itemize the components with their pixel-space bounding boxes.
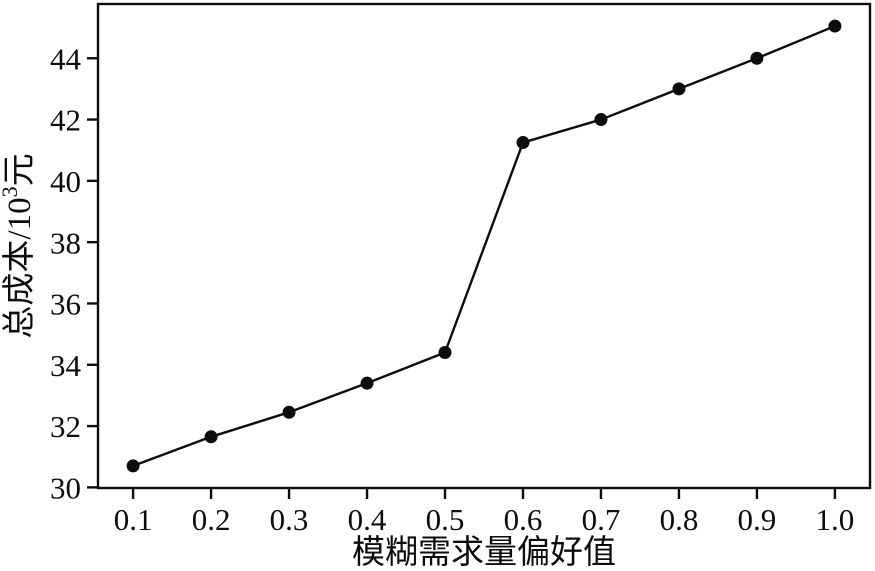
data-point-marker bbox=[438, 346, 452, 360]
data-series-layer bbox=[126, 19, 842, 473]
y-tick-label: 38 bbox=[50, 225, 81, 260]
y-tick-label: 36 bbox=[50, 287, 81, 322]
series-line bbox=[132, 24, 836, 468]
data-point-marker bbox=[360, 376, 374, 390]
axis-labels-layer: 模糊需求量偏好值 总成本/103元 bbox=[0, 153, 616, 571]
y-axis-label-part: 元 bbox=[2, 153, 38, 186]
x-axis-label: 模糊需求量偏好值 bbox=[352, 534, 616, 571]
y-axis-label: 总成本/103元 bbox=[0, 153, 38, 338]
data-point-marker bbox=[204, 430, 218, 444]
x-tick-label: 0.5 bbox=[426, 502, 465, 537]
x-tick-label: 0.8 bbox=[660, 502, 699, 537]
y-tick-label: 44 bbox=[50, 41, 82, 76]
data-point-marker bbox=[594, 113, 608, 127]
x-tick-label: 0.4 bbox=[348, 502, 387, 537]
data-point-marker bbox=[126, 459, 140, 473]
y-tick-label: 42 bbox=[50, 103, 81, 138]
x-tick-label: 0.3 bbox=[270, 502, 309, 537]
y-tick-label: 34 bbox=[50, 348, 82, 383]
data-point-marker bbox=[516, 136, 530, 150]
x-tick-label: 0.7 bbox=[582, 502, 621, 537]
plot-border bbox=[96, 2, 872, 490]
data-point-marker bbox=[282, 405, 296, 419]
y-tick-label: 40 bbox=[50, 164, 81, 199]
x-tick-label: 1.0 bbox=[816, 502, 855, 537]
y-axis-label-part: 3 bbox=[0, 186, 22, 197]
axis-ticks-layer: 0.1 0.2 0.3 0.4 0.5 0.6 0.7 0.8 0.9 1.0 30 32 34 36 38… bbox=[50, 41, 854, 537]
y-tick-label: 32 bbox=[50, 409, 81, 444]
plot-frame-layer bbox=[96, 2, 872, 490]
data-point-marker bbox=[672, 82, 686, 96]
y-axis-label-part: 总成本/10 bbox=[1, 197, 38, 338]
y-tick-label: 30 bbox=[50, 471, 81, 506]
x-tick-label: 0.9 bbox=[738, 502, 777, 537]
x-tick-label: 0.6 bbox=[504, 502, 543, 537]
x-tick-label: 0.1 bbox=[114, 502, 153, 537]
x-tick-label: 0.2 bbox=[192, 502, 231, 537]
data-point-marker bbox=[750, 51, 764, 65]
data-point-marker bbox=[828, 19, 842, 33]
